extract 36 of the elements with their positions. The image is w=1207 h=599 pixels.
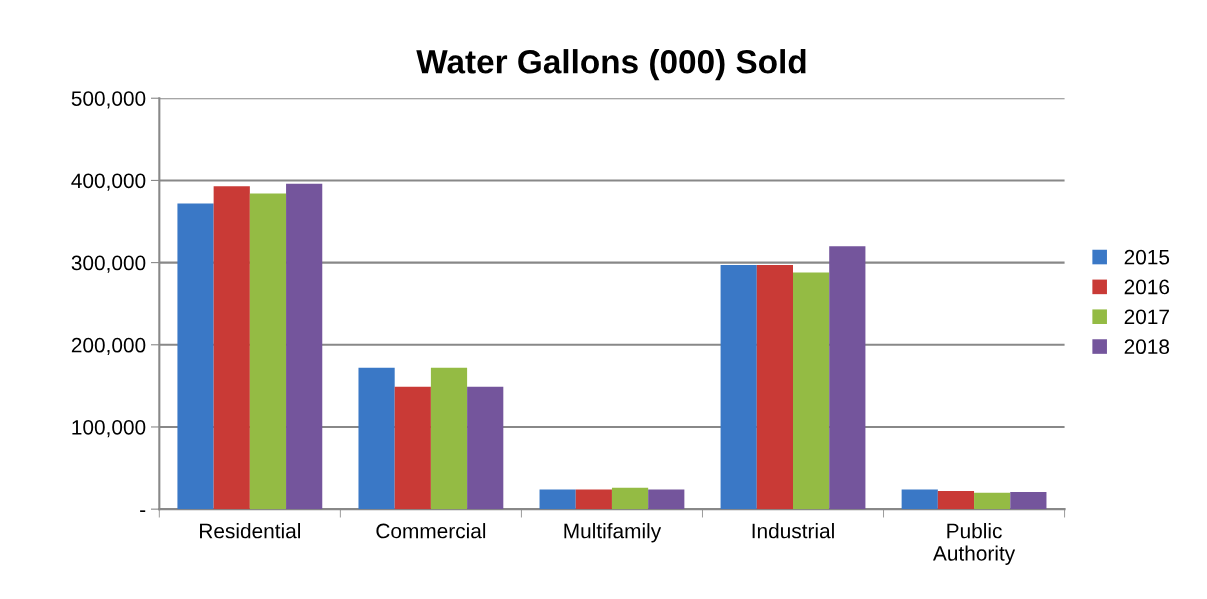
bar [177,203,214,510]
x-tick-label: Industrial [752,523,834,539]
y-tick-label: 100,000 [72,419,146,438]
bar [793,272,830,510]
bar [901,489,938,510]
bar [756,265,793,510]
chart-title: Water Gallons (000) Sold [416,49,806,81]
legend-label: 2017 [1124,309,1169,325]
legend-label: 2016 [1124,279,1170,295]
x-tick-label: Multifamily [564,523,662,543]
bar [974,492,1011,510]
bar [575,489,612,510]
bar [213,186,250,510]
bar [249,193,287,510]
legend-label: 2015 [1124,249,1170,265]
y-tick-label: 300,000 [71,255,146,273]
bar [467,386,504,510]
bar [648,489,685,510]
bar [611,487,649,510]
y-tick-label: 400,000 [71,173,146,191]
y-tick-label: 200,000 [71,337,146,355]
bar [286,183,323,510]
y-tick-label: - [140,510,146,512]
bar [430,367,468,510]
bar [394,386,431,510]
bar [1010,491,1047,510]
x-tick-label: Commercial [376,523,486,539]
x-tick-label: Public Authority [932,523,1016,565]
bar [358,367,395,510]
bar [829,246,866,510]
bar [539,489,576,510]
y-tick-label: 500,000 [71,91,146,109]
x-tick-label: Residential [200,523,300,539]
bar [720,265,757,510]
bar [937,491,975,510]
legend-label: 2018 [1124,339,1170,355]
